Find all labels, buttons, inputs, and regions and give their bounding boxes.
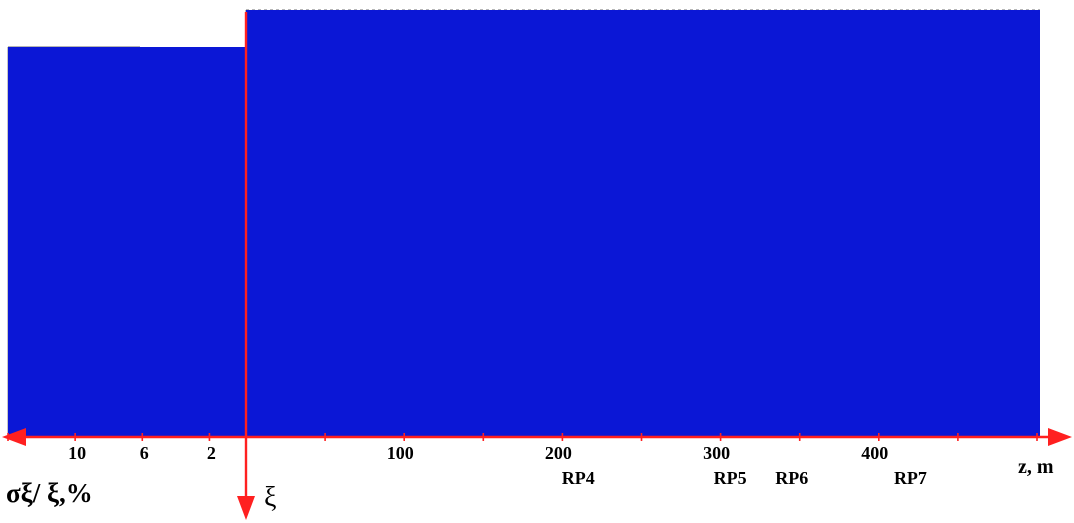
y-axis-arrow-down (237, 496, 255, 520)
x-tick-label: 200 (545, 443, 572, 463)
x-axis-arrow-right (1048, 428, 1072, 446)
axes (2, 12, 1072, 520)
x-axis-arrow-left (2, 428, 26, 446)
histogram-axis-label: σξ/ ξ,% (6, 478, 93, 508)
x-tick-labels: 100 200 300 400 (387, 443, 889, 463)
y-axis-label: ξ (264, 482, 276, 513)
histogram-fill (8, 47, 246, 437)
rp-label: RP4 (562, 468, 595, 488)
x-axis-label: z, m (1018, 456, 1054, 478)
heatmap-fill (246, 10, 1040, 437)
histogram-tick-label: 6 (140, 443, 149, 463)
histogram-tick-labels: 10 6 2 (68, 443, 216, 463)
rp-label: RP7 (894, 468, 927, 488)
rp-label: RP5 (714, 468, 747, 488)
histogram-panel (7, 46, 246, 438)
histogram-tick-label: 10 (68, 443, 86, 463)
x-tick-label: 300 (703, 443, 730, 463)
x-tick-label: 400 (861, 443, 888, 463)
x-tick-label: 100 (387, 443, 414, 463)
rp-label: RP6 (775, 468, 808, 488)
heatmap-panel: 50100150200250300350400450500 0.0020.020… (245, 9, 1041, 488)
histogram-tick-label: 2 (207, 443, 216, 463)
